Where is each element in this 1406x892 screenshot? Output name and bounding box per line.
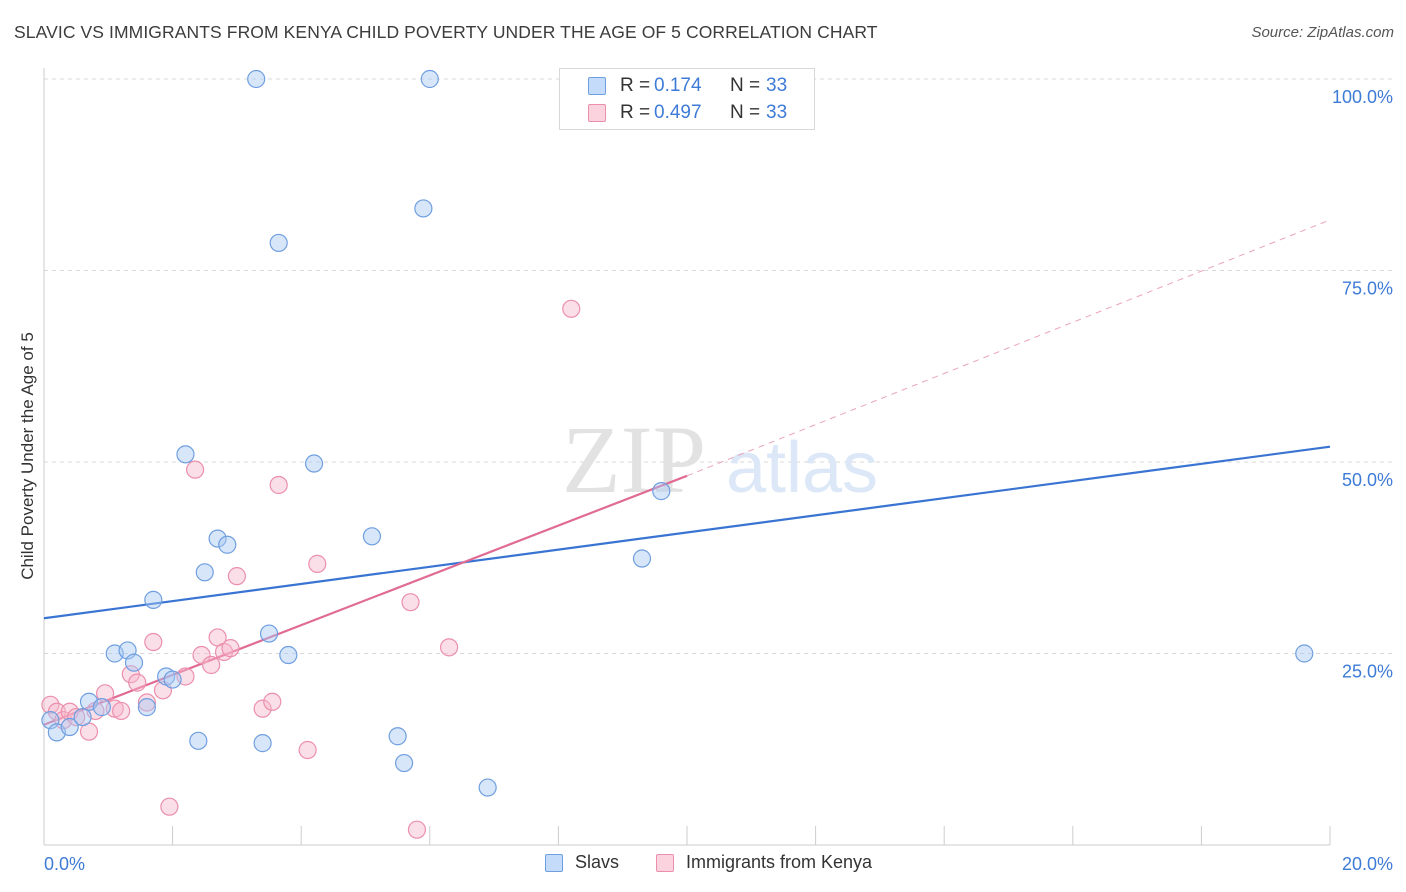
slavs-swatch xyxy=(545,854,563,872)
data-point-kenya xyxy=(263,692,282,711)
data-point-slavs xyxy=(1295,644,1314,663)
y-tick-label: 25.0% xyxy=(1342,662,1393,682)
data-point-slavs xyxy=(195,563,214,582)
data-point-kenya xyxy=(401,593,420,612)
data-point-slavs xyxy=(144,590,163,609)
data-point-kenya xyxy=(562,299,581,318)
data-point-kenya xyxy=(253,699,272,718)
data-point-slavs xyxy=(304,454,324,473)
data-point-slavs xyxy=(394,753,414,773)
data-point-slavs xyxy=(189,731,208,750)
data-point-kenya xyxy=(67,707,86,727)
x-tick-label: 20.0% xyxy=(1342,854,1393,874)
data-point-slavs xyxy=(253,734,272,753)
data-point-slavs xyxy=(652,482,671,501)
data-point-kenya xyxy=(112,701,131,721)
data-point-slavs xyxy=(632,549,652,568)
legend-label-slavs: Slavs xyxy=(575,852,620,872)
y-axis-label: Child Poverty Under the Age of 5 xyxy=(18,332,37,580)
source-label: Source: ZipAtlas.com xyxy=(1251,24,1394,41)
watermark: ZIP atlas xyxy=(562,406,878,513)
data-point-kenya xyxy=(407,820,427,839)
correlation-legend: R = 0.174 N = 33 R = 0.497 N = 33 xyxy=(559,68,815,130)
r-label: R = xyxy=(620,102,651,123)
data-point-slavs xyxy=(279,645,298,665)
data-point-kenya xyxy=(95,684,115,703)
r-value: 0.174 xyxy=(654,75,702,96)
data-points xyxy=(41,69,1314,839)
watermark-atlas: atlas xyxy=(726,428,878,508)
grid-lines xyxy=(44,78,1392,654)
data-point-kenya xyxy=(186,460,205,479)
data-point-slavs xyxy=(92,698,111,717)
x-tick-label: 0.0% xyxy=(44,854,85,874)
data-point-slavs xyxy=(208,529,227,548)
data-point-slavs xyxy=(362,527,382,546)
y-tick-label: 50.0% xyxy=(1342,470,1393,490)
data-point-slavs xyxy=(176,445,195,464)
n-value: 33 xyxy=(766,102,788,123)
kenya-swatch xyxy=(656,854,674,872)
data-point-slavs xyxy=(269,233,288,253)
data-point-kenya xyxy=(144,632,163,652)
data-point-slavs xyxy=(124,653,144,672)
data-point-kenya xyxy=(439,638,459,657)
data-point-slavs xyxy=(60,717,79,737)
data-point-slavs xyxy=(247,69,266,89)
data-point-kenya xyxy=(128,673,147,692)
data-point-slavs xyxy=(259,624,279,643)
data-point-kenya xyxy=(227,567,246,586)
data-point-kenya xyxy=(41,695,60,714)
data-point-slavs xyxy=(414,199,433,218)
data-point-kenya xyxy=(192,645,211,665)
data-point-slavs xyxy=(420,69,439,89)
data-point-slavs xyxy=(388,727,407,746)
trend-extension-kenya xyxy=(686,219,1331,477)
data-point-kenya xyxy=(298,740,317,760)
tick-labels: 25.0% 50.0% 75.0% 100.0% 0.0% 20.0% xyxy=(44,87,1393,874)
legend-label-kenya: Immigrants from Kenya xyxy=(686,852,873,872)
data-point-kenya xyxy=(137,693,156,712)
data-point-kenya xyxy=(308,554,327,573)
data-point-kenya xyxy=(160,797,179,816)
axes xyxy=(43,68,1331,846)
trend-lines xyxy=(43,219,1331,726)
slavs-swatch xyxy=(588,77,606,95)
r-value: 0.497 xyxy=(654,102,702,123)
y-tick-label: 75.0% xyxy=(1342,279,1393,299)
n-label: N = xyxy=(730,75,761,96)
data-point-kenya xyxy=(202,655,221,675)
r-label: R = xyxy=(620,75,651,96)
trend-line-kenya xyxy=(43,474,688,726)
data-point-slavs xyxy=(163,670,182,689)
chart-title: SLAVIC VS IMMIGRANTS FROM KENYA CHILD PO… xyxy=(14,22,878,42)
kenya-swatch xyxy=(588,104,606,122)
data-point-kenya xyxy=(221,639,240,658)
data-point-kenya xyxy=(269,475,288,495)
data-point-slavs xyxy=(137,698,156,717)
data-point-slavs xyxy=(478,778,497,797)
n-label: N = xyxy=(730,102,761,123)
data-point-slavs xyxy=(73,707,92,727)
y-tick-label: 100.0% xyxy=(1332,87,1393,107)
n-value: 33 xyxy=(766,75,788,96)
data-point-slavs xyxy=(218,535,237,554)
trend-line-slavs xyxy=(43,445,1331,620)
